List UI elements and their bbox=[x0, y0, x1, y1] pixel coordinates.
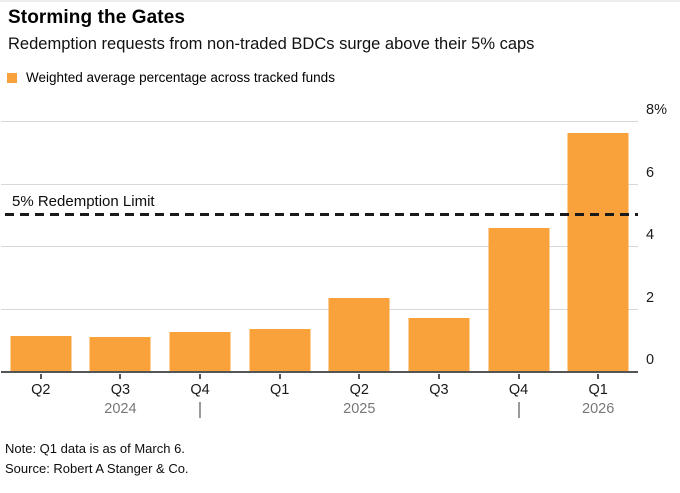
year-slot bbox=[160, 401, 240, 419]
x-tick-label-Q1: Q1 bbox=[270, 382, 290, 398]
bar-slot-Q4 bbox=[479, 122, 559, 372]
bar-Q4 bbox=[169, 332, 231, 372]
bar-Q3 bbox=[89, 336, 151, 372]
source-line: Source: Robert A Stanger & Co. bbox=[5, 461, 189, 476]
legend-label: Weighted average percentage across track… bbox=[26, 70, 335, 85]
footnotes: Note: Q1 data is as of March 6. Source: … bbox=[5, 439, 189, 479]
bar-series bbox=[1, 122, 638, 372]
x-tick-mark bbox=[597, 374, 600, 379]
bar-Q1 bbox=[567, 132, 629, 372]
x-tick-mark bbox=[39, 374, 42, 379]
redemption-limit-line bbox=[5, 212, 638, 216]
bar-slot-Q1 bbox=[240, 122, 320, 372]
x-axis-baseline bbox=[1, 371, 638, 373]
x-axis-ticks bbox=[1, 374, 638, 380]
x-tick-label-Q1: Q1 bbox=[588, 382, 608, 398]
year-divider bbox=[199, 402, 202, 418]
year-label-2025: 2025 bbox=[343, 401, 376, 417]
x-tick-label-Q4: Q4 bbox=[190, 382, 210, 398]
year-label-2026: 2026 bbox=[582, 401, 615, 417]
plot-area: 5% Redemption Limit bbox=[1, 121, 638, 373]
gridline-4 bbox=[1, 246, 638, 247]
x-tick-slot bbox=[240, 374, 320, 380]
legend: Weighted average percentage across track… bbox=[7, 70, 335, 85]
y-tick-label-0: 0 bbox=[646, 352, 655, 368]
x-axis-labels: Q2 Q3 Q4 Q1 Q2 Q3 Q4 Q1 bbox=[1, 382, 638, 398]
x-tick-slot bbox=[160, 374, 240, 380]
x-tick-slot bbox=[81, 374, 161, 380]
x-tick-slot bbox=[399, 374, 479, 380]
x-tick-mark bbox=[278, 374, 281, 379]
x-tick-mark bbox=[517, 374, 520, 379]
x-tick-label-Q4: Q4 bbox=[508, 382, 529, 398]
gridline-6 bbox=[1, 183, 638, 185]
x-tick-label-Q3: Q3 bbox=[110, 382, 131, 398]
year-slot bbox=[399, 401, 479, 419]
y-tick-label-4: 4 bbox=[646, 227, 655, 243]
chart-title: Storming the Gates bbox=[8, 7, 186, 28]
bar-slot-Q1 bbox=[558, 122, 638, 372]
x-tick-mark bbox=[437, 374, 440, 379]
x-tick-slot bbox=[558, 374, 638, 380]
x-tick-mark bbox=[119, 374, 122, 379]
bar-slot-Q2 bbox=[320, 122, 400, 372]
x-axis-years: 2024 2025 2026 bbox=[1, 401, 638, 419]
bar-slot-Q2 bbox=[1, 122, 81, 372]
y-tick-label-2: 2 bbox=[646, 289, 655, 306]
bar-Q2 bbox=[328, 297, 390, 372]
x-tick-slot bbox=[1, 374, 81, 380]
y-tick-label-8: 8% bbox=[646, 102, 667, 118]
bar-slot-Q4 bbox=[160, 122, 240, 372]
top-divider bbox=[0, 0, 680, 2]
x-tick-label-Q2: Q2 bbox=[31, 382, 51, 398]
redemption-limit-label: 5% Redemption Limit bbox=[12, 192, 155, 210]
legend-swatch-icon bbox=[7, 72, 17, 83]
bar-Q1 bbox=[249, 329, 311, 372]
y-tick-label-6: 6 bbox=[646, 164, 655, 181]
bar-Q3 bbox=[408, 317, 470, 372]
bar-Q2 bbox=[10, 336, 72, 372]
bar-slot-Q3 bbox=[81, 122, 161, 372]
x-tick-mark bbox=[199, 374, 202, 379]
gridline-2 bbox=[1, 308, 638, 310]
bar-slot-Q3 bbox=[399, 122, 479, 372]
bar-Q4 bbox=[488, 227, 550, 372]
x-tick-slot bbox=[479, 374, 559, 380]
x-tick-mark bbox=[358, 374, 361, 379]
x-tick-label-Q3: Q3 bbox=[429, 382, 449, 398]
year-divider bbox=[517, 402, 520, 418]
year-label-2024: 2024 bbox=[104, 401, 137, 417]
note-line: Note: Q1 data is as of March 6. bbox=[5, 441, 185, 456]
gridline-8 bbox=[1, 121, 638, 122]
year-slot bbox=[1, 401, 81, 419]
year-slot bbox=[240, 401, 320, 419]
x-tick-label-Q2: Q2 bbox=[349, 382, 369, 398]
year-slot bbox=[479, 401, 559, 419]
chart-subtitle: Redemption requests from non-traded BDCs… bbox=[8, 35, 535, 53]
y-axis: 0 2 4 6 8% bbox=[646, 103, 680, 372]
x-tick-slot bbox=[320, 374, 400, 380]
